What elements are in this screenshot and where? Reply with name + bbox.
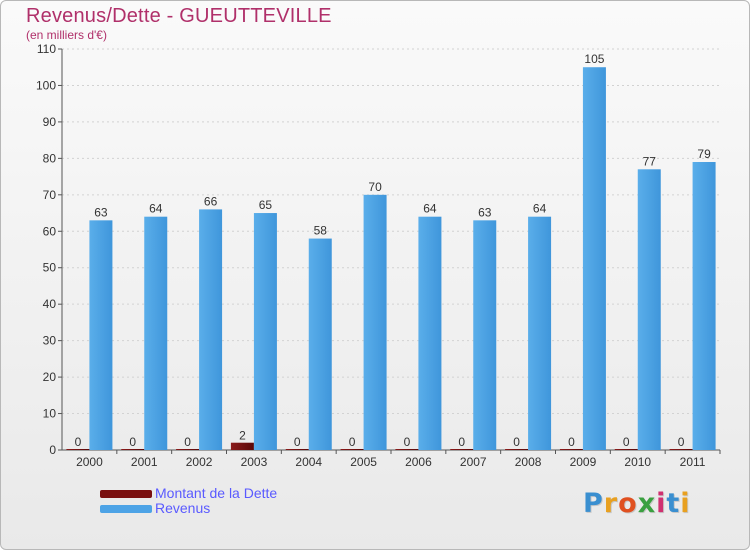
y-tick-label: 50 (43, 261, 57, 275)
legend-swatch-revenus (100, 505, 152, 513)
y-tick-label: 110 (37, 42, 56, 56)
x-tick-label: 2008 (515, 455, 542, 469)
value-label-revenus: 63 (478, 205, 492, 219)
x-tick-label: 2005 (350, 455, 377, 469)
legend-swatch-dette (100, 490, 152, 498)
logo-letter: i (656, 488, 667, 519)
logo-letter: t (666, 488, 681, 519)
value-label-revenus: 105 (584, 52, 604, 66)
bar-revenus (692, 162, 716, 450)
value-label-dette: 0 (129, 435, 136, 449)
value-label-dette: 0 (458, 435, 465, 449)
x-tick-label: 2010 (624, 455, 651, 469)
bar-revenus (308, 238, 332, 450)
value-label-revenus: 79 (697, 147, 711, 161)
logo-letter: i (680, 488, 691, 519)
value-label-dette: 2 (239, 429, 246, 443)
value-label-revenus: 64 (423, 202, 437, 216)
y-tick-label: 100 (36, 78, 56, 92)
y-tick-label: 40 (43, 297, 57, 311)
bar-dette (285, 449, 309, 450)
x-tick-label: 2007 (460, 455, 487, 469)
x-tick-label: 2001 (131, 455, 158, 469)
bar-revenus (582, 67, 606, 451)
value-label-revenus: 64 (533, 202, 547, 216)
bar-revenus (89, 220, 113, 450)
value-label-revenus: 65 (259, 198, 273, 212)
y-tick-label: 70 (43, 188, 57, 202)
value-label-dette: 0 (513, 435, 520, 449)
bar-revenus (418, 216, 442, 450)
logo-letter: r (603, 488, 619, 519)
x-tick-label: 2009 (570, 455, 597, 469)
value-label-dette: 0 (75, 435, 82, 449)
logo-letter: o (618, 488, 638, 519)
y-tick-label: 30 (43, 334, 57, 348)
bar-dette (614, 449, 638, 450)
bar-dette (559, 449, 583, 450)
value-label-dette: 0 (568, 435, 575, 449)
value-label-dette: 0 (404, 435, 411, 449)
value-label-revenus: 77 (643, 154, 657, 168)
value-labels: 0 63 0 64 0 66 2 65 0 58 0 70 0 64 0 63 0 64 0 105 0 77 0 79 (75, 52, 712, 449)
value-label-revenus: 58 (314, 224, 328, 238)
chart-title: Revenus/Dette - GUEUTTEVILLE (26, 5, 332, 27)
legend-label-revenus: Revenus (155, 500, 211, 516)
bar-dette (669, 449, 693, 450)
logo-letter: x (637, 488, 657, 519)
value-label-revenus: 63 (94, 205, 108, 219)
value-label-dette: 0 (678, 435, 685, 449)
logo-letter: P (583, 488, 604, 519)
value-label-dette: 0 (623, 435, 630, 449)
x-tick-label: 2003 (241, 455, 268, 469)
y-tick-label: 60 (43, 224, 57, 238)
y-tick-label: 90 (43, 115, 57, 129)
bar-revenus (637, 169, 661, 451)
bar-revenus (144, 216, 168, 450)
x-tick-label: 2011 (680, 455, 706, 469)
bar-dette (395, 449, 419, 450)
bar-revenus (363, 194, 387, 450)
x-tick-label: 2006 (405, 455, 432, 469)
bar-dette (66, 449, 90, 450)
value-label-dette: 0 (184, 435, 191, 449)
bar-revenus (199, 209, 223, 450)
x-tick-label: 2000 (76, 455, 103, 469)
bar-dette (176, 449, 200, 450)
bar-dette (121, 449, 145, 450)
proxiti-logo: Proxiti (583, 488, 691, 519)
y-tick-label: 80 (43, 151, 57, 165)
value-label-dette: 0 (294, 435, 301, 449)
y-tick-label: 0 (49, 443, 56, 457)
bar-dette (450, 449, 474, 450)
y-tick-label: 10 (43, 407, 57, 421)
value-label-revenus: 66 (204, 194, 218, 208)
bar-dette (340, 449, 364, 450)
bar-revenus (528, 216, 552, 450)
value-label-revenus: 64 (149, 202, 163, 216)
value-label-revenus: 70 (368, 180, 382, 194)
value-label-dette: 0 (349, 435, 356, 449)
y-tick-label: 20 (43, 370, 57, 384)
bar-dette (230, 442, 254, 450)
chart-subtitle: (en milliers d'€) (26, 28, 107, 42)
x-tick-label: 2002 (186, 455, 213, 469)
bar-dette (505, 449, 529, 450)
x-tick-label: 2004 (295, 455, 322, 469)
bar-revenus (473, 220, 497, 450)
legend-label-dette: Montant de la Dette (155, 485, 278, 501)
bars (66, 67, 716, 451)
bar-revenus (253, 213, 277, 450)
